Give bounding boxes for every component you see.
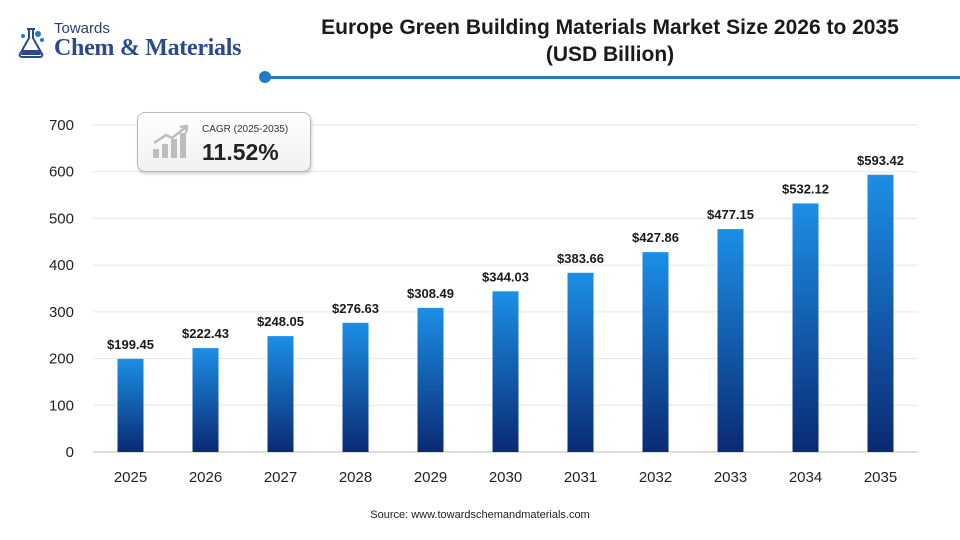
y-tick-label: 700 <box>49 117 74 134</box>
bar <box>567 272 594 452</box>
x-tick-label: 2029 <box>414 469 447 486</box>
data-label: $308.49 <box>407 286 454 301</box>
data-label: $383.66 <box>557 251 604 266</box>
chart-title: Europe Green Building Materials Market S… <box>280 14 940 68</box>
bar <box>642 252 669 452</box>
chart-title-line1: Europe Green Building Materials Market S… <box>321 16 899 39</box>
x-tick-label: 2035 <box>864 469 897 486</box>
x-tick-label: 2031 <box>564 469 597 486</box>
growth-chart-icon <box>153 125 189 158</box>
logo-line2: Chem & Materials <box>54 35 242 61</box>
flask-logo-icon <box>18 28 44 58</box>
bar <box>417 307 444 452</box>
data-label: $199.45 <box>107 337 154 352</box>
x-tick-label: 2030 <box>489 469 522 486</box>
source-note: Source: www.towardschemandmaterials.com <box>370 509 590 521</box>
y-tick-label: 500 <box>49 210 74 227</box>
cagr-value: 11.52% <box>202 139 279 165</box>
bar <box>192 348 219 452</box>
x-tick-label: 2032 <box>639 469 672 486</box>
y-tick-label: 400 <box>49 257 74 274</box>
x-tick-label: 2027 <box>264 469 297 486</box>
bar <box>867 174 894 452</box>
logo-line1: Towards <box>54 20 110 37</box>
data-label: $276.63 <box>332 301 379 316</box>
x-tick-label: 2034 <box>789 469 822 486</box>
logo: Towards Chem & Materials <box>14 20 254 66</box>
data-label: $593.42 <box>857 153 904 168</box>
bar <box>267 336 294 452</box>
x-tick-label: 2033 <box>714 469 747 486</box>
y-tick-label: 200 <box>49 351 74 368</box>
data-label: $532.12 <box>782 181 829 196</box>
chart-title-line2: (USD Billion) <box>545 43 675 66</box>
x-tick-label: 2025 <box>114 469 147 486</box>
data-label: $477.15 <box>707 207 754 222</box>
data-label: $222.43 <box>182 326 229 341</box>
bar <box>792 203 819 452</box>
cagr-label: CAGR (2025-2035) <box>202 124 289 135</box>
bar <box>492 291 519 452</box>
data-label: $344.03 <box>482 269 529 284</box>
y-tick-label: 600 <box>49 164 74 181</box>
cagr-badge: CAGR (2025-2035) 11.52% <box>137 112 311 172</box>
bar <box>717 229 744 452</box>
data-label: $248.05 <box>257 314 304 329</box>
y-tick-label: 0 <box>66 444 74 461</box>
x-tick-label: 2026 <box>189 469 222 486</box>
y-tick-label: 300 <box>49 304 74 321</box>
bar <box>117 358 144 452</box>
y-tick-label: 100 <box>49 397 74 414</box>
bar <box>342 322 369 452</box>
accent-divider <box>265 76 960 79</box>
data-label: $427.86 <box>632 230 679 245</box>
x-tick-label: 2028 <box>339 469 372 486</box>
